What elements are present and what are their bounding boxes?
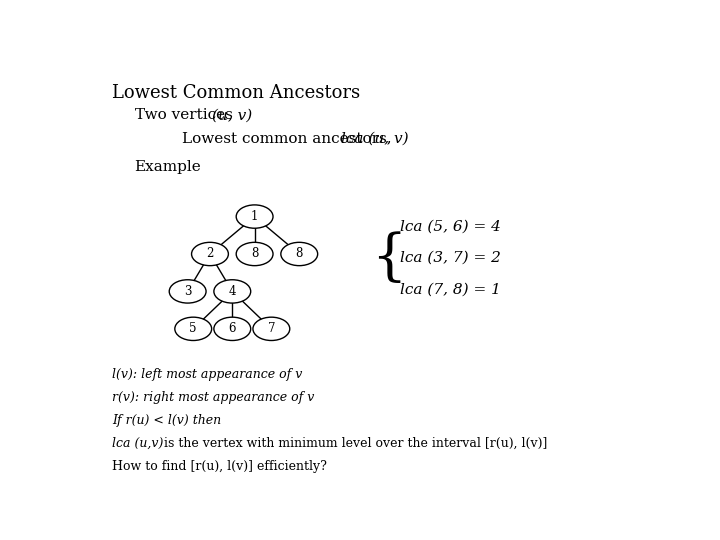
- Text: 7: 7: [268, 322, 275, 335]
- Text: 6: 6: [228, 322, 236, 335]
- Text: lca (3, 7) = 2: lca (3, 7) = 2: [400, 251, 500, 265]
- Text: lca (u, v): lca (u, v): [341, 131, 409, 145]
- Text: 2: 2: [207, 247, 214, 260]
- Ellipse shape: [214, 317, 251, 341]
- Ellipse shape: [281, 242, 318, 266]
- Text: l(v): left most appearance of v: l(v): left most appearance of v: [112, 368, 302, 381]
- Text: 3: 3: [184, 285, 192, 298]
- Ellipse shape: [236, 205, 273, 228]
- Text: lca (u,v): lca (u,v): [112, 437, 163, 450]
- Text: How to find [r(u), l(v)] efficiently?: How to find [r(u), l(v)] efficiently?: [112, 460, 327, 473]
- Ellipse shape: [253, 317, 289, 341]
- Text: 8: 8: [251, 247, 258, 260]
- Text: lca (5, 6) = 4: lca (5, 6) = 4: [400, 220, 500, 234]
- Ellipse shape: [192, 242, 228, 266]
- Text: is the vertex with minimum level over the interval [r(u), l(v)]: is the vertex with minimum level over th…: [161, 437, 548, 450]
- Text: Lowest Common Ancestors: Lowest Common Ancestors: [112, 84, 361, 102]
- Text: 1: 1: [251, 210, 258, 223]
- Ellipse shape: [236, 242, 273, 266]
- Text: 4: 4: [228, 285, 236, 298]
- Text: lca (7, 8) = 1: lca (7, 8) = 1: [400, 282, 500, 296]
- Text: {: {: [371, 231, 406, 286]
- Text: 8: 8: [296, 247, 303, 260]
- Text: If r(u) < l(v) then: If r(u) < l(v) then: [112, 414, 222, 427]
- Text: 5: 5: [189, 322, 197, 335]
- Text: r(v): right most appearance of v: r(v): right most appearance of v: [112, 391, 315, 404]
- Text: Lowest common ancestors,: Lowest common ancestors,: [182, 131, 397, 145]
- Text: Example: Example: [135, 160, 202, 174]
- Ellipse shape: [214, 280, 251, 303]
- Text: (u, v): (u, v): [212, 109, 252, 123]
- Text: Two vertices: Two vertices: [135, 109, 238, 123]
- Ellipse shape: [169, 280, 206, 303]
- Ellipse shape: [175, 317, 212, 341]
